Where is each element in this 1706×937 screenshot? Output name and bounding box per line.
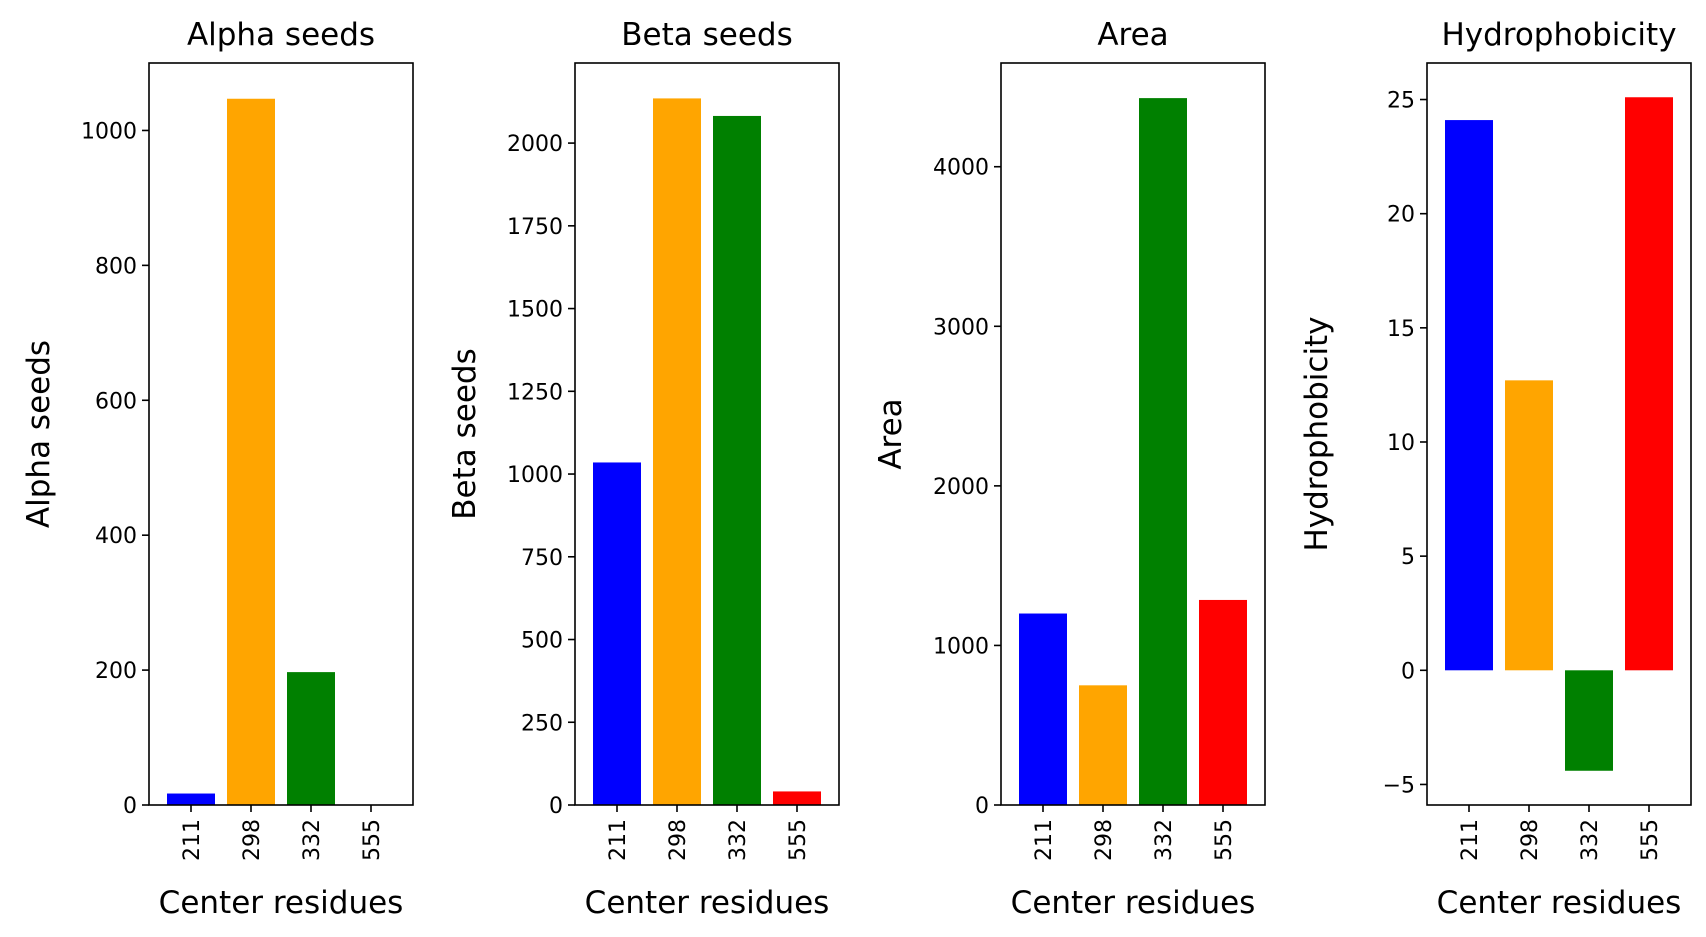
bar-332	[1565, 670, 1613, 771]
y-tick-label: 4000	[933, 156, 989, 181]
x-tick-label: 298	[1518, 819, 1543, 861]
panel-1: 0 200 400 600 800 1000 211 298 332 555 Alpha seeds…	[21, 17, 414, 921]
y-tick-label: −5	[1383, 773, 1415, 798]
bar-211	[1019, 613, 1067, 805]
y-tick-label: 1250	[507, 380, 563, 405]
x-tick-label: 332	[1152, 819, 1177, 861]
x-tick-label: 298	[240, 819, 265, 861]
x-tick-label: 332	[726, 819, 751, 861]
bar-555	[773, 791, 821, 805]
x-tick-label: 211	[180, 819, 205, 861]
axes-frame	[574, 62, 840, 806]
bar-298	[653, 98, 701, 805]
bar-211	[593, 462, 641, 805]
y-tick-label: 750	[521, 546, 563, 571]
bar-555	[1625, 97, 1673, 671]
y-tick-label: 0	[123, 794, 137, 819]
y-tick-label: 200	[95, 659, 137, 684]
bar-332	[287, 672, 335, 805]
bar-555	[1199, 599, 1247, 805]
y-tick-label: 3000	[933, 315, 989, 340]
bar-298	[227, 98, 275, 805]
x-axis-label: Center residues	[1437, 885, 1682, 921]
y-tick-label: 0	[975, 794, 989, 819]
x-tick-label: 555	[360, 819, 385, 861]
panel-2: 0 250 500 750 1000 1250 1500 1750 2000 211 298 332 5…	[447, 17, 840, 921]
y-tick-label: 600	[95, 389, 137, 414]
panel-3: 0 1000 2000 3000 4000 211 298 332 555 Area Center …	[873, 17, 1266, 921]
y-axis-label: Alpha seeds	[21, 340, 57, 528]
y-tick-label: 500	[521, 629, 563, 654]
y-tick-label: 250	[521, 711, 563, 736]
chart-title: Hydrophobicity	[1441, 17, 1676, 53]
x-tick-label: 211	[606, 819, 631, 861]
y-tick-label: 2000	[507, 132, 563, 157]
x-tick-label: 211	[1032, 819, 1057, 861]
x-tick-label: 555	[1638, 819, 1663, 861]
chart-title: Alpha seeds	[187, 17, 375, 53]
y-tick-label: 400	[95, 524, 137, 549]
x-axis-label: Center residues	[159, 885, 404, 921]
y-tick-label: 0	[1401, 659, 1415, 684]
y-tick-label: 20	[1387, 203, 1415, 228]
y-axis-label: Beta seeds	[447, 348, 483, 519]
x-tick-label: 298	[1092, 819, 1117, 861]
y-tick-label: 1000	[81, 119, 137, 144]
bar-298	[1505, 380, 1553, 671]
axes-frame	[1000, 62, 1266, 806]
x-tick-label: 211	[1458, 819, 1483, 861]
x-tick-label: 555	[1212, 819, 1237, 861]
y-tick-label: 25	[1387, 89, 1415, 114]
x-axis-label: Center residues	[1011, 885, 1256, 921]
y-tick-label: 5	[1401, 545, 1415, 570]
chart-title: Area	[1097, 17, 1168, 53]
bar-298	[1079, 685, 1127, 805]
bar-332	[713, 115, 761, 805]
y-tick-label: 800	[95, 254, 137, 279]
y-tick-label: 2000	[933, 475, 989, 500]
y-tick-label: 1750	[507, 215, 563, 240]
bar-332	[1139, 98, 1187, 806]
y-tick-label: 1500	[507, 298, 563, 323]
x-axis-label: Center residues	[585, 885, 830, 921]
x-tick-label: 332	[1578, 819, 1603, 861]
x-tick-label: 332	[300, 819, 325, 861]
axes-frame	[1426, 62, 1692, 806]
x-tick-label: 298	[666, 819, 691, 861]
y-tick-label: 0	[549, 794, 563, 819]
bar-211	[1445, 120, 1493, 671]
y-tick-label: 15	[1387, 317, 1415, 342]
x-tick-label: 555	[786, 819, 811, 861]
chart-title: Beta seeds	[621, 17, 792, 53]
bar-211	[167, 793, 215, 805]
panel-4: −5 0 5 10 15 20 25 211 298 332 555 Hydrophobicity Ce…	[1299, 17, 1692, 921]
y-axis-label: Hydrophobicity	[1299, 316, 1335, 551]
y-tick-label: 10	[1387, 431, 1415, 456]
y-axis-label: Area	[873, 398, 909, 469]
y-tick-label: 1000	[507, 463, 563, 488]
y-tick-label: 1000	[933, 634, 989, 659]
axes-frame	[148, 62, 414, 806]
